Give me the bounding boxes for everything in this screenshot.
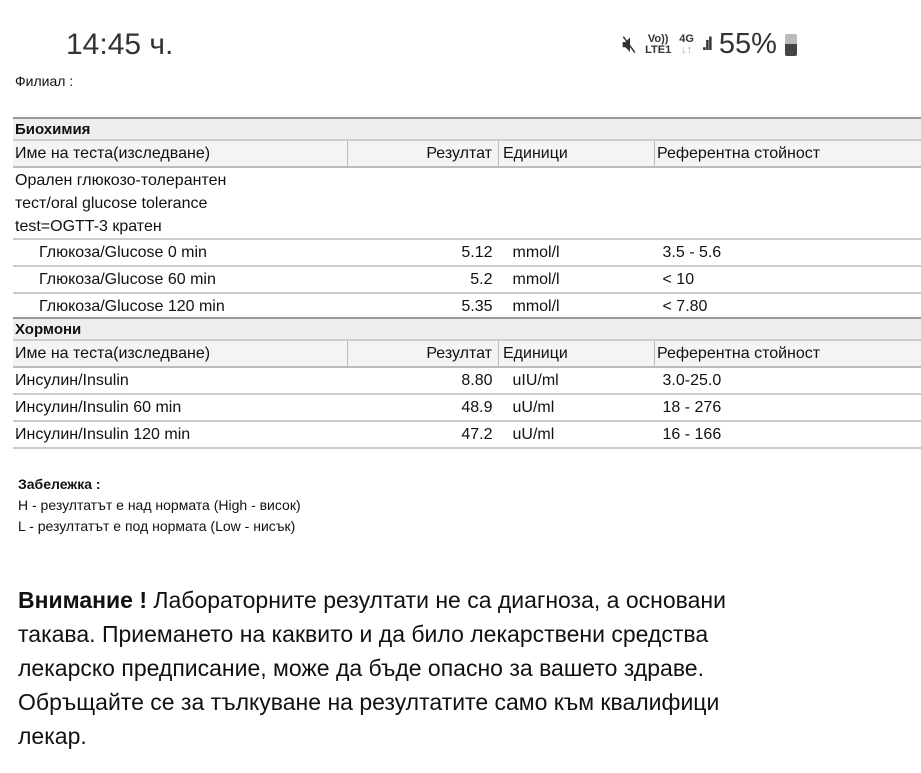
col-result: Резултат [347, 340, 499, 368]
battery-icon [784, 33, 797, 56]
table-row: Инсулин/Insulin 60 min 48.9 uU/ml 18 - 276 [13, 394, 921, 422]
note: Забележка : H - резултатът е над нормата… [18, 474, 301, 537]
table-row: Инсулин/Insulin 120 min 47.2 uU/ml 16 - 166 [13, 421, 921, 449]
table-row: Глюкоза/Glucose 0 min 5.12 mmol/l 3.5 - 5.6 [13, 239, 921, 267]
biochemistry-table: Биохимия Име на теста(изследване) Резулт… [13, 117, 921, 321]
col-name: Име на теста(изследване) [13, 340, 348, 368]
battery-percent: 55% [718, 28, 777, 60]
col-name: Име на теста(изследване) [13, 140, 348, 168]
col-result: Резултат [347, 140, 499, 168]
clock: 14:45 ч. [66, 28, 174, 61]
hormones-table: Хормони Име на теста(изследване) Резулта… [13, 317, 921, 449]
note-title: Забележка : [18, 476, 101, 492]
note-high: H - резултатът е над нормата (High - вис… [18, 497, 301, 513]
section-title: Биохимия [13, 117, 921, 141]
signal-icon: .ıl [701, 34, 713, 54]
data-icon: 4G ↓↑ [679, 32, 694, 56]
col-units: Единици [498, 140, 655, 168]
table-row: Глюкоза/Glucose 120 min 5.35 mmol/l < 7.80 [13, 293, 921, 321]
warning-text: Внимание ! Лабораторните резултати не са… [18, 587, 726, 749]
table-row: Инсулин/Insulin 8.80 uIU/ml 3.0-25.0 [13, 367, 921, 395]
note-low: L - резултатът е под нормата (Low - нисъ… [18, 518, 296, 534]
test-group: Орален глюкозо-толерантен тест/oral gluc… [13, 167, 348, 240]
col-units: Единици [498, 340, 655, 368]
mute-icon: 🔇︎ [622, 30, 638, 58]
col-reference: Референтна стойност [654, 140, 921, 168]
col-reference: Референтна стойност [654, 340, 921, 368]
volte-icon: Vo)) LTE1 [645, 32, 672, 56]
branch-label: Филиал : [15, 73, 74, 89]
section-title: Хормони [13, 317, 921, 341]
table-row: Глюкоза/Glucose 60 min 5.2 mmol/l < 10 [13, 266, 921, 294]
status-bar: 14:45 ч. 🔇︎ Vo)) LTE1 4G ↓↑ .ıl 55% [0, 0, 921, 75]
